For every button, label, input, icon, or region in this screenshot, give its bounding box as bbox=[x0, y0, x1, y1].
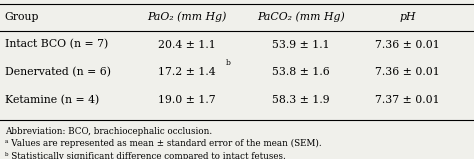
Text: ᵇ Statistically significant difference compared to intact fetuses.: ᵇ Statistically significant difference c… bbox=[5, 152, 285, 159]
Text: Group: Group bbox=[5, 12, 39, 22]
Text: PaO₂ (mm Hg): PaO₂ (mm Hg) bbox=[147, 11, 227, 22]
Text: Ketamine (n = 4): Ketamine (n = 4) bbox=[5, 95, 99, 105]
Text: ᵃ Values are represented as mean ± standard error of the mean (SEM).: ᵃ Values are represented as mean ± stand… bbox=[5, 139, 321, 149]
Text: Abbreviation: BCO, brachiocephalic occlusion.: Abbreviation: BCO, brachiocephalic occlu… bbox=[5, 127, 212, 136]
Text: Intact BCO (n = 7): Intact BCO (n = 7) bbox=[5, 39, 108, 50]
Text: 58.3 ± 1.9: 58.3 ± 1.9 bbox=[272, 95, 330, 105]
Text: b: b bbox=[226, 59, 231, 67]
Text: 17.2 ± 1.4: 17.2 ± 1.4 bbox=[158, 67, 216, 77]
Text: 53.9 ± 1.1: 53.9 ± 1.1 bbox=[272, 40, 330, 49]
Text: 7.36 ± 0.01: 7.36 ± 0.01 bbox=[375, 67, 440, 77]
Text: pH: pH bbox=[400, 12, 416, 22]
Text: 7.37 ± 0.01: 7.37 ± 0.01 bbox=[375, 95, 440, 105]
Text: 19.0 ± 1.7: 19.0 ± 1.7 bbox=[158, 95, 216, 105]
Text: 20.4 ± 1.1: 20.4 ± 1.1 bbox=[158, 40, 216, 49]
Text: 53.8 ± 1.6: 53.8 ± 1.6 bbox=[272, 67, 330, 77]
Text: 7.36 ± 0.01: 7.36 ± 0.01 bbox=[375, 40, 440, 49]
Text: Denervated (n = 6): Denervated (n = 6) bbox=[5, 67, 111, 77]
Text: PaCO₂ (mm Hg): PaCO₂ (mm Hg) bbox=[257, 11, 345, 22]
